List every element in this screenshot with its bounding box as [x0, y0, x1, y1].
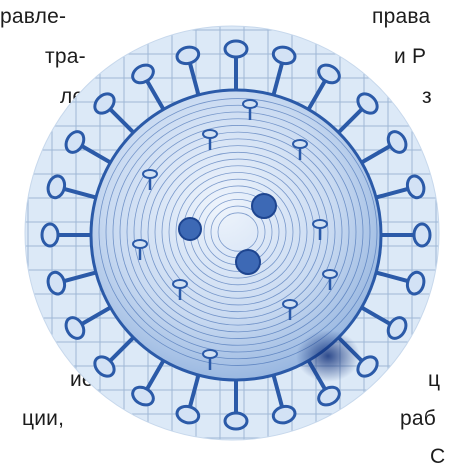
spike [131, 354, 168, 407]
text-fragment: тра- [45, 45, 86, 68]
spike [64, 130, 117, 167]
spike [374, 222, 432, 248]
text-fragment: права [372, 5, 431, 28]
spike [93, 331, 140, 378]
spike [175, 45, 202, 102]
spike [131, 63, 168, 116]
text-fragment: ции, [22, 407, 65, 430]
surface-protein [312, 219, 328, 240]
spike [270, 45, 297, 102]
spike [46, 269, 103, 296]
surface-protein [202, 349, 218, 370]
surface-sphere [178, 217, 202, 241]
surface-protein [202, 129, 218, 150]
spike [369, 174, 426, 201]
virus-spikes [40, 39, 432, 431]
surface-protein [322, 269, 338, 290]
spike [40, 222, 98, 248]
spike [64, 303, 117, 340]
illustration-border [24, 25, 440, 441]
text-fragment: з [422, 85, 432, 108]
surface-sphere [251, 193, 277, 219]
surface-protein [242, 99, 258, 120]
spike [93, 92, 140, 139]
surface-protein [292, 139, 308, 160]
spike [46, 174, 103, 201]
surface-protein [282, 299, 298, 320]
surface-protein [172, 279, 188, 300]
surface-protein [142, 169, 158, 190]
surface-protein [132, 239, 148, 260]
spike [332, 92, 379, 139]
surface-sphere [235, 249, 261, 275]
spike [270, 368, 297, 425]
text-fragment: раб [400, 407, 436, 430]
virus-shadow [296, 330, 360, 382]
text-fragment: ц [428, 368, 441, 391]
spike [223, 39, 249, 97]
surface-proteins [132, 99, 338, 370]
text-fragment: и Р [394, 45, 427, 68]
text-fragment: равле- [0, 5, 67, 28]
spike [355, 130, 408, 167]
spike [223, 373, 249, 431]
spike [369, 269, 426, 296]
spike [355, 303, 408, 340]
spike [304, 63, 341, 116]
spike [175, 368, 202, 425]
